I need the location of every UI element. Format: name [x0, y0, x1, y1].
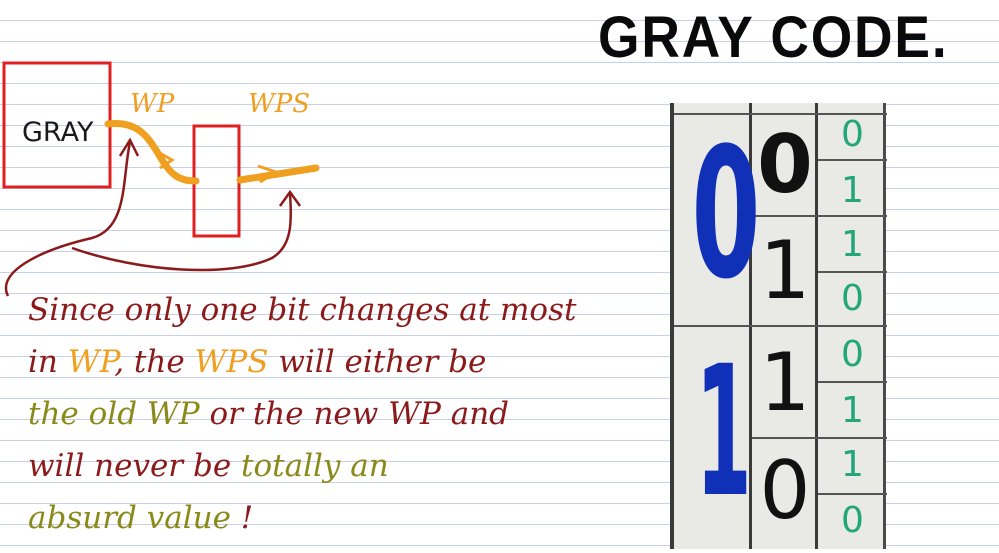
- wp-label: WP: [130, 89, 175, 119]
- note-text: absurd value: [28, 500, 231, 536]
- lsb-digit: 0: [841, 334, 864, 375]
- table-divider: [752, 437, 887, 439]
- note-wps-text: WPS: [194, 344, 269, 380]
- gray-code-table: 0 1 0 1 1 0 0 1 1 0 0 1 1 0: [670, 103, 887, 549]
- mid-digit: 1: [759, 336, 811, 429]
- wps-label: WPS: [248, 89, 310, 119]
- note-text: will either be: [268, 344, 487, 380]
- note-text: the: [28, 396, 89, 432]
- note-text: new WP: [313, 396, 441, 432]
- lsb-digit: 1: [841, 390, 864, 431]
- table-divider: [674, 113, 887, 115]
- wp-diagram: GRAY WP WPS: [2, 61, 320, 297]
- note-wp-text: WP: [67, 344, 115, 380]
- note-line-5: absurd value !: [28, 492, 648, 544]
- lsb-digit: 0: [841, 500, 864, 541]
- pointer-curve-wp-arrow-icon: [118, 137, 140, 157]
- table-divider: [752, 215, 887, 217]
- note-line-1: Since only one bit changes at most: [28, 284, 648, 336]
- note-line-4: will never be totally an: [28, 440, 648, 492]
- lsb-digit: 1: [841, 170, 864, 211]
- wp-wire-arrow-icon: [157, 150, 175, 170]
- wps-register-box: [192, 124, 241, 238]
- note-text: totally an: [241, 448, 389, 484]
- note-text: or the: [199, 396, 314, 432]
- table-divider: [818, 381, 887, 383]
- lsb-digit: 0: [841, 114, 864, 155]
- note-text: Since only one bit changes at most: [28, 292, 577, 328]
- page-title: GRAY CODE.: [598, 5, 949, 70]
- note-text: , the: [114, 344, 195, 380]
- msb-digit: 0: [691, 110, 761, 319]
- note-text: in: [28, 344, 68, 380]
- lsb-digit: 1: [841, 444, 864, 485]
- note-text: will never be: [28, 448, 242, 484]
- pointer-curve-wps: [71, 193, 293, 272]
- gray-box-label: GRAY: [22, 117, 94, 148]
- table-divider: [674, 325, 887, 327]
- note-text: !: [230, 500, 254, 536]
- mid-digit: 0: [759, 444, 811, 537]
- wps-wire: [236, 164, 320, 184]
- mid-digit: 1: [759, 224, 811, 317]
- lsb-digit: 0: [841, 278, 864, 319]
- msb-digit: 1: [695, 328, 752, 537]
- note-line-2: in WP, the WPS will either be: [28, 336, 648, 388]
- note-line-3: the old WP or the new WP and: [28, 388, 648, 440]
- note-text: old WP: [88, 396, 200, 432]
- table-divider: [818, 271, 887, 273]
- note-text: and: [440, 396, 510, 432]
- pointer-curve-wps-arrow-icon: [278, 189, 302, 207]
- mid-digit: 0: [757, 118, 813, 211]
- wps-wire-arrow-icon: [257, 164, 280, 184]
- wp-wire: [104, 120, 200, 185]
- lsb-digit: 1: [841, 224, 864, 265]
- pointer-curve-wp: [4, 141, 132, 297]
- explanation-note: Since only one bit changes at most in WP…: [28, 284, 648, 544]
- table-divider: [818, 159, 887, 161]
- table-divider: [818, 493, 887, 495]
